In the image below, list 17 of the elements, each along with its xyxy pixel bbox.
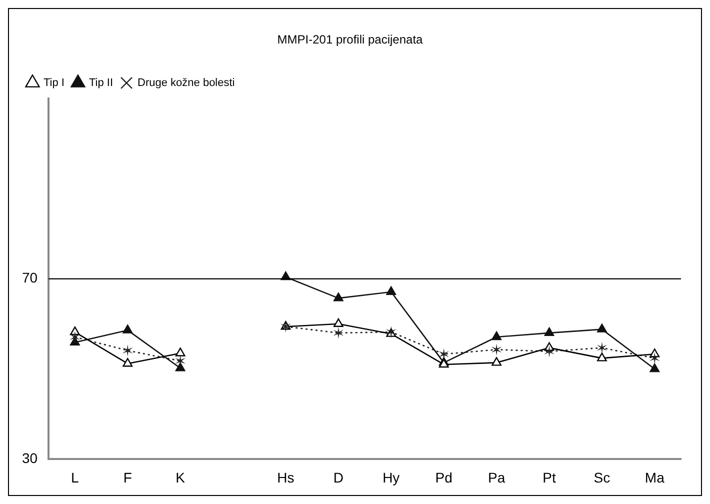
x-tick-label: Pt (542, 469, 556, 486)
chart-title: MMPI-201 profili pacijenata (277, 32, 424, 47)
x-tick-label: L (71, 469, 80, 486)
x-tick-label: F (123, 469, 132, 486)
legend-label: Druge kožne bolesti (138, 76, 235, 89)
x-tick-label: Pa (488, 469, 506, 486)
legend-label: Tip I (44, 76, 64, 89)
x-tick-label: Hs (277, 469, 294, 486)
legend-label: Tip II (88, 76, 114, 89)
x-tick-label: K (176, 469, 186, 486)
x-tick-label: D (333, 469, 344, 486)
x-tick-label: Pd (435, 469, 452, 486)
y-tick-label: 30 (22, 450, 38, 466)
x-tick-label: Sc (594, 469, 610, 486)
x-tick-label: Hy (382, 469, 400, 486)
x-tick-label: Ma (644, 469, 665, 486)
y-tick-label: 70 (22, 270, 38, 286)
